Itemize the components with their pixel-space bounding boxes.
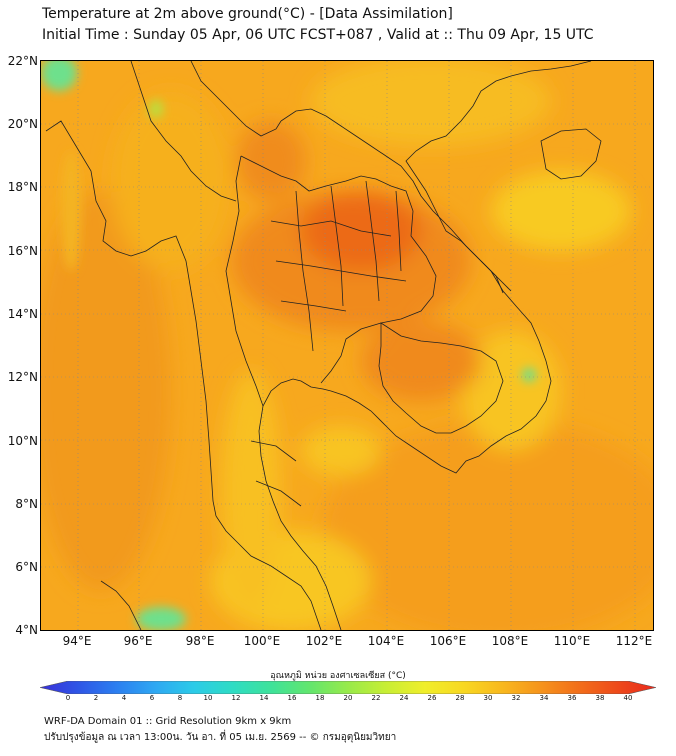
colorbar-tick-label: 32 — [511, 694, 521, 702]
coastlines-and-borders — [45, 61, 602, 630]
colorbar-title: อุณหภูมิ หน่วย องศาเซลเซียส (°C) — [270, 671, 406, 681]
colorbar-tick-label: 8 — [177, 694, 183, 702]
cool-spots — [41, 61, 536, 630]
colorbar-tick-label: 28 — [455, 694, 465, 702]
lon-label-106e: 106°E — [429, 634, 467, 648]
lat-label-8n: 8°N — [15, 497, 38, 511]
grid-lines — [41, 61, 653, 630]
chart-title: Temperature at 2m above ground(°C) - [Da… — [42, 6, 453, 22]
lat-label-14n: 14°N — [7, 307, 38, 321]
colorbar-tick-label: 20 — [343, 694, 353, 702]
lon-label-96e: 96°E — [123, 634, 153, 648]
colorbar — [39, 679, 657, 695]
footer-update-info: ปรับปรุงข้อมูล ณ เวลา 13:00น. วัน อา. ที… — [44, 732, 397, 743]
colorbar-tick-label: 10 — [203, 694, 213, 702]
colorbar-tick-label: 36 — [567, 694, 577, 702]
lon-label-94e: 94°E — [62, 634, 92, 648]
colorbar-tick-label: 24 — [399, 694, 409, 702]
colorbar-tick-label: 26 — [427, 694, 437, 702]
lat-label-12n: 12°N — [7, 370, 38, 384]
lon-label-100e: 100°E — [243, 634, 281, 648]
colorbar-tick-label: 30 — [483, 694, 493, 702]
colorbar-tick-label: 6 — [149, 694, 155, 702]
colorbar-tick-label: 12 — [231, 694, 241, 702]
lat-label-16n: 16°N — [7, 244, 38, 258]
lat-label-20n: 20°N — [7, 117, 38, 131]
lon-label-98e: 98°E — [185, 634, 215, 648]
temperature-map[interactable] — [40, 60, 654, 631]
colorbar-tick-label: 14 — [259, 694, 269, 702]
lat-label-6n: 6°N — [15, 560, 38, 574]
colorbar-gradient — [39, 680, 657, 695]
colorbar-tick-label: 18 — [315, 694, 325, 702]
colorbar-tick-label: 22 — [371, 694, 381, 702]
lat-label-4n: 4°N — [15, 623, 38, 637]
lon-label-110e: 110°E — [553, 634, 591, 648]
colorbar-tick-label: 0 — [65, 694, 71, 702]
lon-label-104e: 104°E — [367, 634, 405, 648]
lat-label-22n: 22°N — [7, 54, 38, 68]
lon-label-112e: 112°E — [615, 634, 653, 648]
temperature-field — [41, 61, 653, 630]
colorbar-tick-label: 2 — [93, 694, 99, 702]
colorbar-tick-label: 38 — [595, 694, 605, 702]
footer-domain-info: WRF-DA Domain 01 :: Grid Resolution 9km … — [44, 716, 292, 727]
lat-label-18n: 18°N — [7, 180, 38, 194]
chart-subtitle: Initial Time : Sunday 05 Apr, 06 UTC FCS… — [42, 27, 594, 43]
colorbar-tick-label: 4 — [121, 694, 127, 702]
colorbar-tick-label: 40 — [623, 694, 633, 702]
lat-label-10n: 10°N — [7, 434, 38, 448]
colorbar-tick-label: 34 — [539, 694, 549, 702]
lon-label-108e: 108°E — [491, 634, 529, 648]
lon-label-102e: 102°E — [305, 634, 343, 648]
colorbar-tick-label: 16 — [287, 694, 297, 702]
